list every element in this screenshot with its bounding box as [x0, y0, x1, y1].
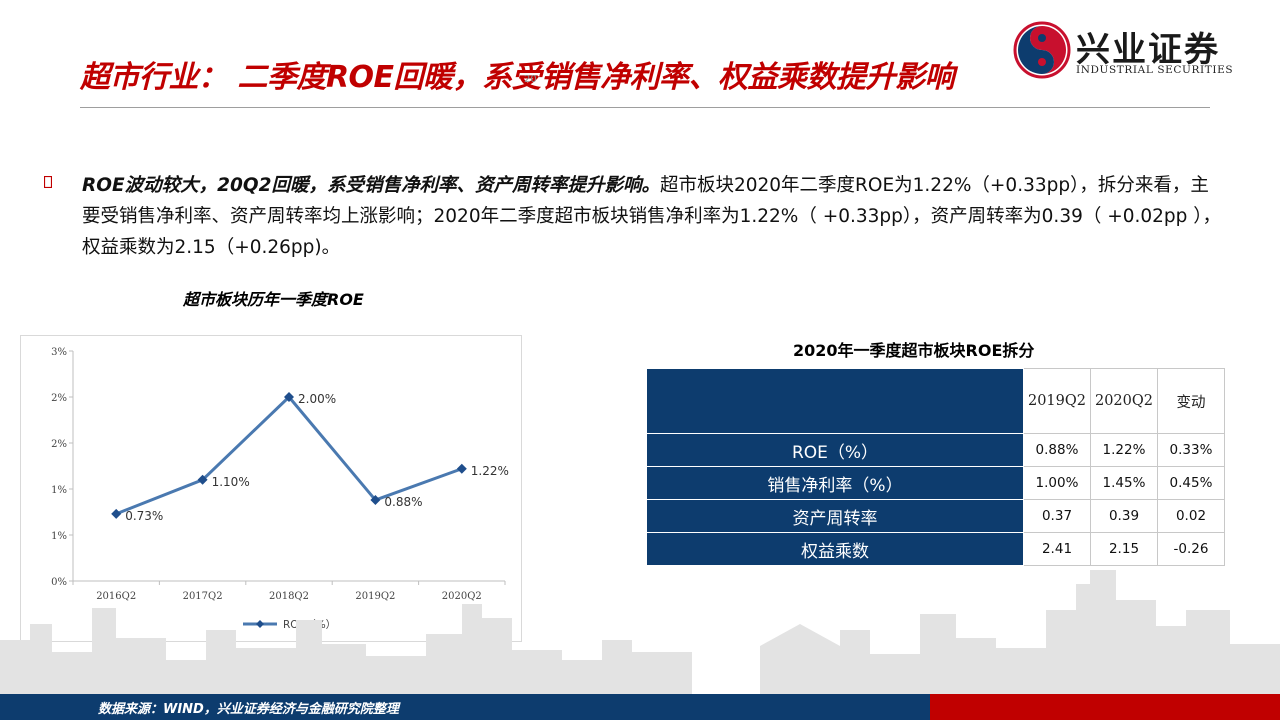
table-cell: 2.41 [1023, 532, 1091, 566]
y-tick-label: 2% [51, 393, 67, 404]
table-cell: 0.37 [1023, 499, 1091, 533]
data-point-marker [197, 474, 208, 485]
y-tick-label: 3% [51, 347, 67, 358]
y-tick-label: 1% [51, 531, 67, 542]
table-title: 2020年一季度超市板块ROE拆分 [793, 341, 1035, 360]
body-text: 超市板块2020年二季度ROE为1.22%（+0.33pp），拆分来看，主要受销… [82, 175, 1222, 258]
y-tick-label: 2% [51, 439, 67, 450]
table-cell: 0.33% [1157, 433, 1225, 467]
data-label: 1.10% [212, 475, 250, 489]
table-header-2020q2: 2020Q2 [1090, 368, 1158, 434]
data-point-marker [370, 495, 381, 506]
y-tick-label: 0% [51, 577, 67, 588]
data-source-note: 数据来源：WIND，兴业证券经济与金融研究院整理 [98, 702, 399, 717]
chart-title: 超市板块历年一季度ROE [183, 290, 364, 309]
x-tick-label: 2017Q2 [183, 591, 223, 602]
data-label: 0.73% [125, 509, 163, 523]
company-logo-icon [1013, 21, 1071, 79]
row-label-equity-multiplier: 权益乘数 [646, 532, 1024, 566]
footer-blue-band [0, 694, 930, 720]
row-label-net-margin: 销售净利率（%） [646, 466, 1024, 500]
footer-red-band [930, 694, 1280, 720]
chart-canvas: 0% 1% 1% 2% 2% 3% 2016Q2 2017Q2 2018Q2 2019Q2 2020… [51, 347, 509, 631]
table-cell: 1.00% [1023, 466, 1091, 500]
table-cell: 0.39 [1090, 499, 1158, 533]
data-label: 0.88% [384, 495, 422, 509]
city-skyline-decoration [0, 570, 1280, 696]
x-tick-label: 2020Q2 [442, 591, 482, 602]
legend-marker [256, 620, 264, 628]
body-lead: ROE波动较大，20Q2回暖，系受销售净利率、资产周转率提升影响。 [82, 175, 660, 196]
table-row: 资产周转率 0.37 0.39 0.02 [646, 499, 1225, 533]
square-bullet-icon [44, 176, 52, 188]
table-cell: 1.22% [1090, 433, 1158, 467]
footer-bar: 数据来源：WIND，兴业证券经济与金融研究院整理 [0, 694, 1280, 720]
body-paragraph: ROE波动较大，20Q2回暖，系受销售净利率、资产周转率提升影响。超市板块202… [82, 170, 1222, 263]
table-header-row: 2019Q2 2020Q2 变动 [646, 368, 1225, 434]
table-cell: 0.88% [1023, 433, 1091, 467]
data-point-marker [456, 463, 467, 474]
table-row: ROE（%） 0.88% 1.22% 0.33% [646, 433, 1225, 467]
y-tick-label: 1% [51, 485, 67, 496]
x-tick-label: 2019Q2 [355, 591, 395, 602]
table-cell: 0.45% [1157, 466, 1225, 500]
roe-line-chart: 0% 1% 1% 2% 2% 3% 2016Q2 2017Q2 2018Q2 2019Q2 2020… [20, 335, 522, 642]
page-number: 20 [524, 74, 537, 85]
title-divider [80, 107, 1210, 108]
table-cell: 0.02 [1157, 499, 1225, 533]
x-tick-label: 2016Q2 [96, 591, 136, 602]
roe-breakdown-table: 2019Q2 2020Q2 变动 ROE（%） 0.88% 1.22% 0.33… [646, 368, 1225, 566]
logo-name-en: INDUSTRIAL SECURITIES [1076, 64, 1234, 76]
data-label: 2.00% [298, 392, 336, 406]
company-logo: 兴业证券 INDUSTRIAL SECURITIES [1010, 18, 1270, 82]
table-header-corner [646, 368, 1024, 434]
data-point-marker [284, 392, 294, 402]
data-point-marker [111, 508, 122, 519]
x-tick-label: 2018Q2 [269, 591, 309, 602]
table-header-change: 变动 [1157, 368, 1225, 434]
table-cell: 1.45% [1090, 466, 1158, 500]
row-label-roe: ROE（%） [646, 433, 1024, 467]
table-row: 销售净利率（%） 1.00% 1.45% 0.45% [646, 466, 1225, 500]
data-label: 1.22% [471, 464, 509, 478]
table-cell: -0.26 [1157, 532, 1225, 566]
slide-title: 超市行业： 二季度ROE回暖，系受销售净利率、权益乘数提升影响 [80, 60, 955, 95]
table-row: 权益乘数 2.41 2.15 -0.26 [646, 532, 1225, 566]
logo-name-cn: 兴业证券 [1076, 30, 1220, 70]
row-label-asset-turnover: 资产周转率 [646, 499, 1024, 533]
table-header-2019q2: 2019Q2 [1023, 368, 1091, 434]
